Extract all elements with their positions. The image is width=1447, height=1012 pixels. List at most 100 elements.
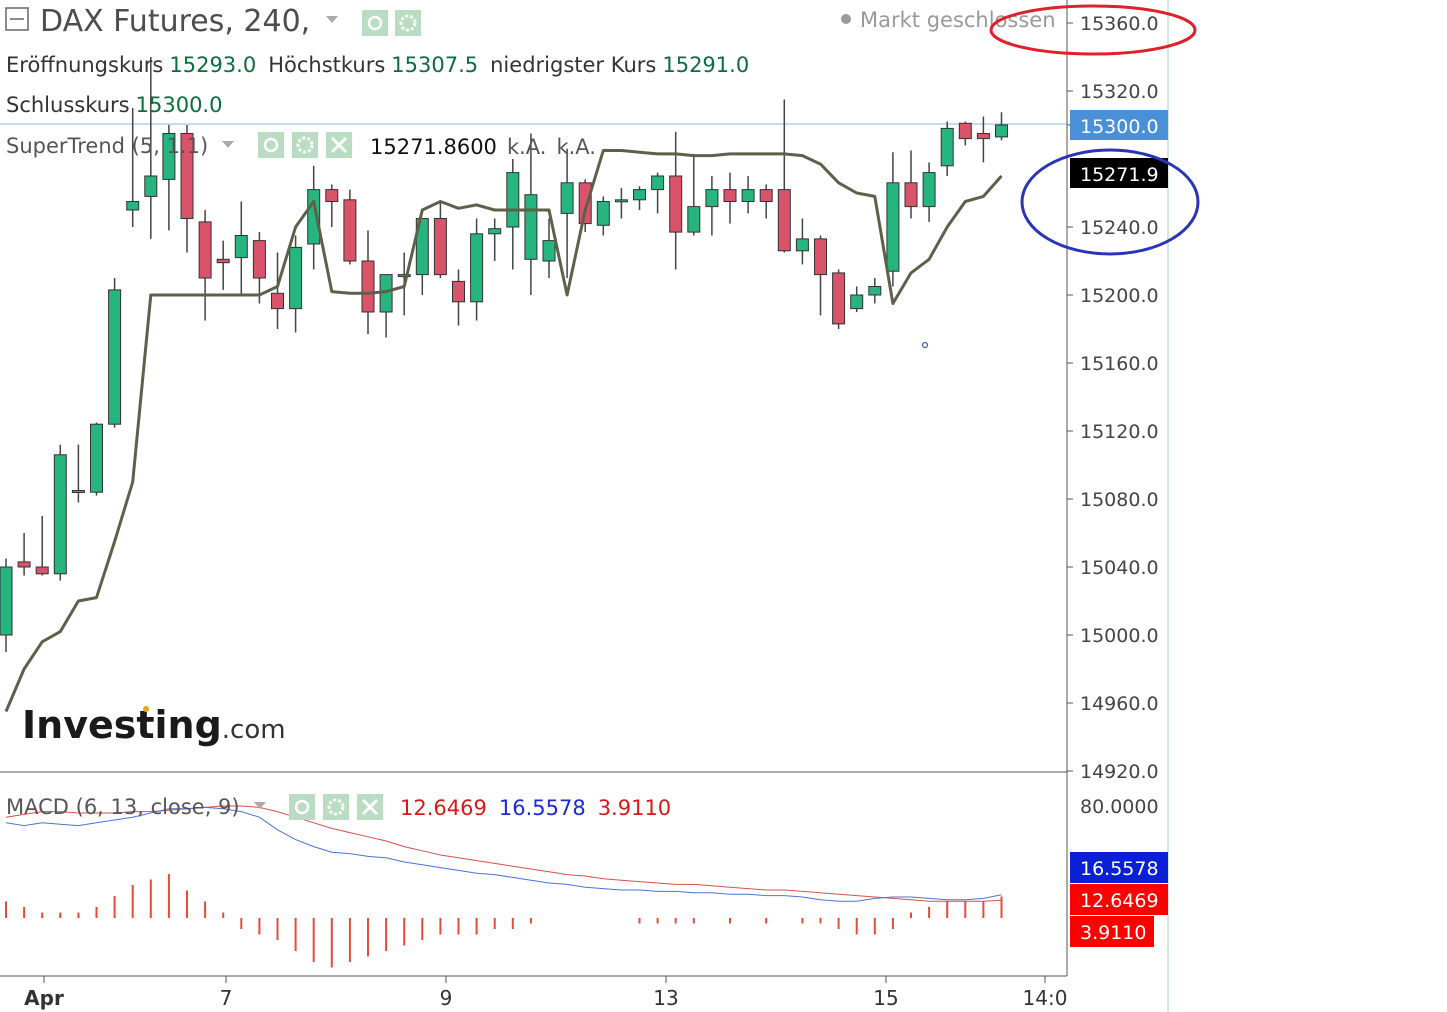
candle-body [162,133,176,180]
candle-body [452,280,465,303]
macd-value-2: 16.5578 [499,796,586,820]
candle-body [759,189,773,203]
candle [108,278,122,428]
candle-body [108,289,122,425]
supertrend-dropdown-icon[interactable] [222,141,234,148]
supertrend-gear-icon[interactable] [292,132,318,158]
candle [252,232,266,304]
candle [886,152,900,287]
supertrend-eye-glyph [263,137,279,153]
hist-badge-text: 3.9110 [1080,922,1146,944]
candle-body [0,566,13,636]
high-label: Höchstkurs [268,53,385,77]
low-value: 15291.0 [662,53,749,77]
supertrend-value: 15271.8600 [370,135,497,159]
candle-body [524,194,538,260]
candle [0,558,13,652]
time-tick-label: 15 [873,986,898,1010]
candle-body [126,201,140,211]
candle [741,176,755,214]
candle-body [940,127,954,167]
candle [216,240,230,290]
time-tick-label: 9 [440,986,453,1010]
macd-label[interactable]: MACD (6, 13, close, 9) [6,795,240,819]
candle [832,269,846,329]
candle-body [198,221,212,279]
candle [90,422,103,496]
candle-body [904,182,918,208]
supertrend-price-badge-text: 15271.9 [1080,164,1159,186]
candle-body [651,175,665,191]
candle-body [343,199,357,262]
marker-dot [921,341,929,349]
close-value: 15300.0 [136,93,223,117]
candle [325,184,339,227]
candle-body [542,240,556,262]
price-tick-label: 15360.0 [1080,13,1159,35]
candle-body [470,233,484,303]
candle-body [922,172,936,208]
macd-histogram [5,874,1003,968]
title-dropdown-icon[interactable] [326,16,338,23]
candle-body [705,189,719,208]
supertrend-eye-icon[interactable] [258,132,284,158]
candle [850,286,864,312]
candle-body [777,189,791,252]
price-tick-label: 14920.0 [1080,761,1159,783]
price-tick-label: 15120.0 [1080,421,1159,443]
candle-body [325,189,339,203]
supertrend-label[interactable]: SuperTrend (5, 1.1) [6,134,208,158]
candle [614,187,628,219]
candle [868,278,882,304]
candle [488,218,502,261]
candle-body [397,274,411,278]
candle [976,116,990,163]
candle [452,269,465,326]
macd-gear-glyph [327,798,345,816]
candle-body [741,189,755,203]
signal-line [5,806,1002,902]
price-tick-label: 15000.0 [1080,625,1159,647]
candle [777,99,791,253]
candle [995,112,1008,141]
candle-body [71,490,85,493]
candle-body [415,218,429,276]
candle [234,201,248,295]
candle-body [252,240,266,279]
candle-body [17,561,31,568]
candle [633,186,646,210]
candle [922,162,936,222]
macd-badge [1070,884,1168,915]
candle [723,172,737,224]
investing-logo: Investing.com [22,703,286,747]
price-tick-label: 15040.0 [1080,557,1159,579]
candle [904,150,918,219]
candle-body [506,172,520,228]
eye-icon[interactable] [362,10,388,36]
close-label: Schlusskurs [6,93,130,117]
macd-dropdown-icon[interactable] [254,802,266,809]
supertrend-close-glyph [330,136,348,154]
candle [180,125,194,253]
candle-body [216,258,230,264]
chart-title: DAX Futures, 240, [40,4,310,39]
candle-body [578,182,592,225]
macd-gear-icon[interactable] [323,794,349,820]
candle [271,252,284,329]
candle-body [53,454,67,575]
candle [343,189,357,265]
candle-body [669,175,683,233]
candle [126,108,140,227]
candle-body [850,294,864,310]
time-tick-label: 13 [653,986,678,1010]
logo-dot-icon [143,706,149,712]
collapse-icon[interactable] [5,7,29,31]
price-tick-label: 15080.0 [1080,489,1159,511]
candle-body [234,235,248,259]
gear-icon[interactable] [395,10,421,36]
candle-body [633,189,646,201]
price-tick-label: 15200.0 [1080,285,1159,307]
candle-body [814,238,827,276]
macd-eye-icon[interactable] [289,794,315,820]
